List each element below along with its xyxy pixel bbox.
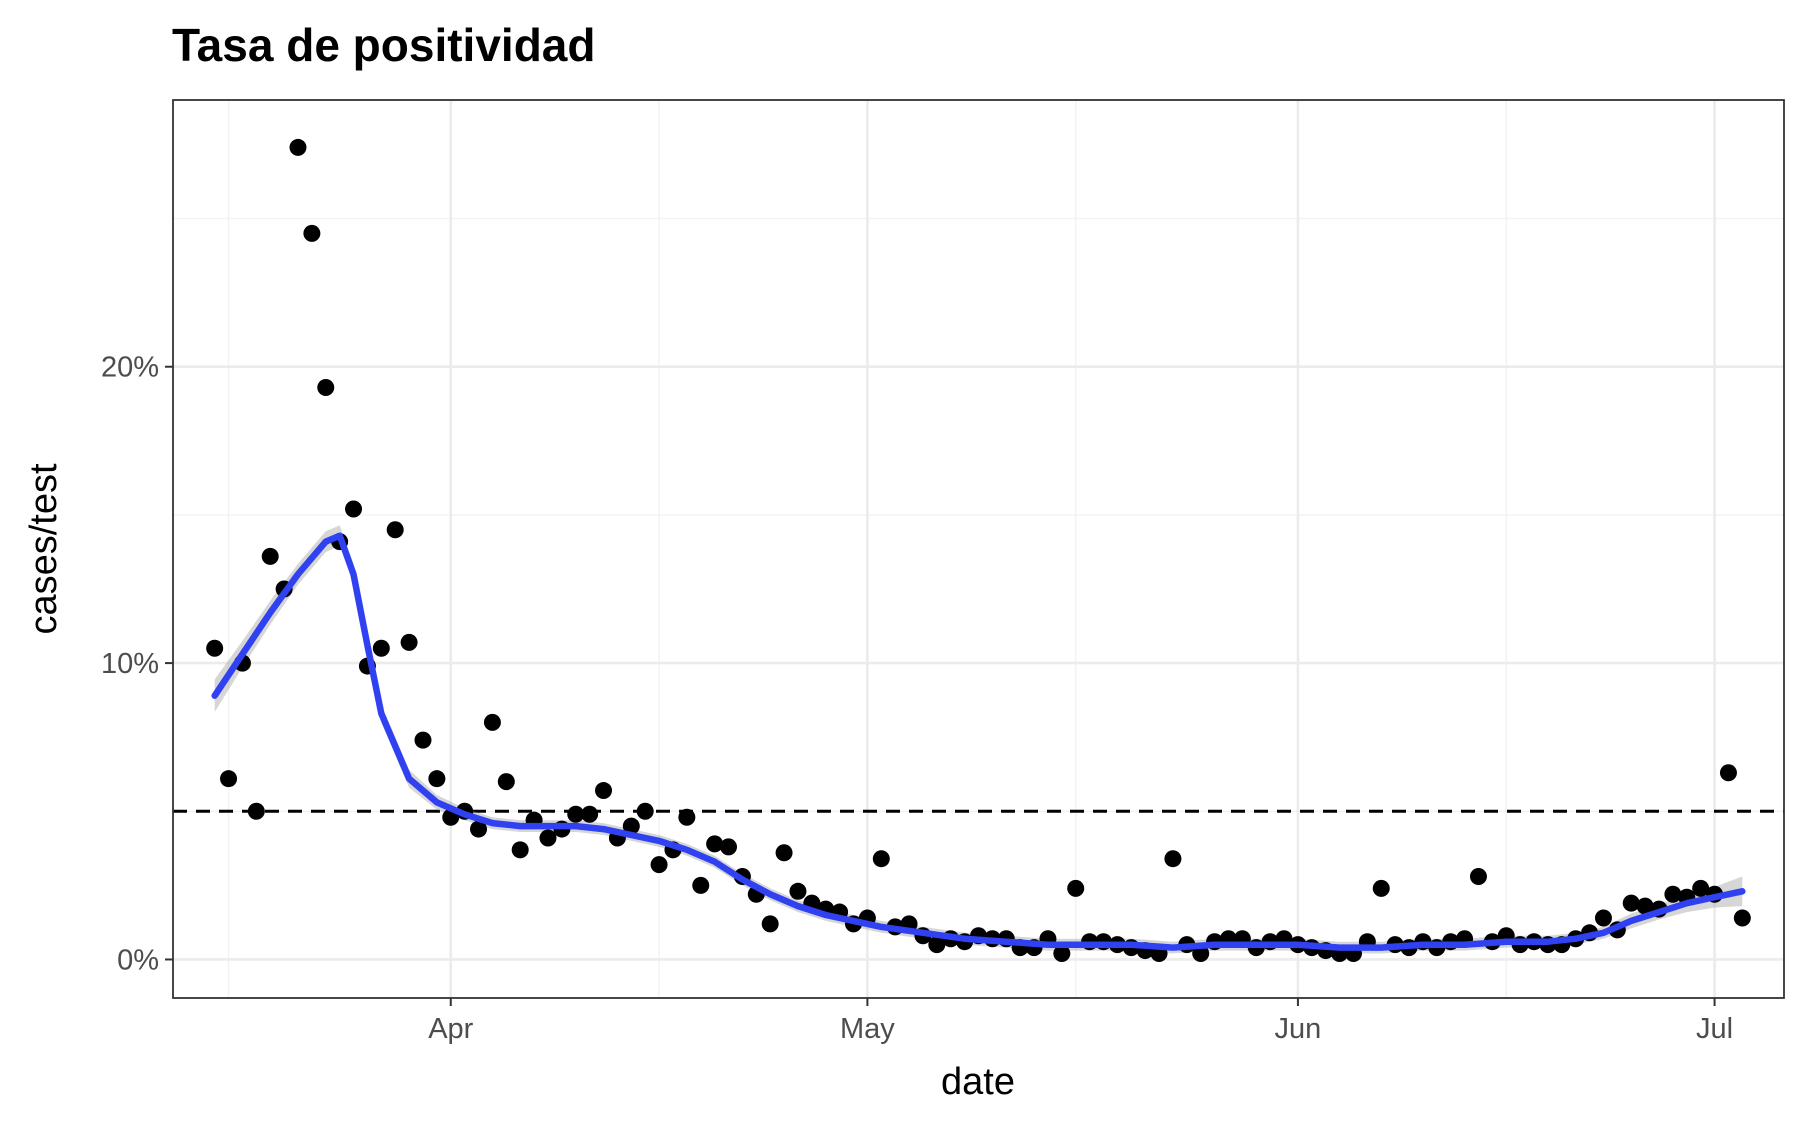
data-point — [595, 782, 612, 799]
data-point — [484, 714, 501, 731]
data-point — [720, 838, 737, 855]
chart-title: Tasa de positividad — [172, 19, 595, 71]
data-point — [873, 850, 890, 867]
smooth-trend-line — [215, 536, 1743, 948]
data-point — [1067, 880, 1084, 897]
x-tick-label: Apr — [428, 1013, 473, 1045]
y-tick-label: 0% — [117, 944, 159, 976]
y-tick-label: 20% — [101, 352, 159, 384]
data-point — [1734, 909, 1751, 926]
x-tick-label: Jul — [1696, 1013, 1733, 1045]
points-group — [206, 139, 1751, 962]
data-point — [345, 500, 362, 517]
data-point — [762, 915, 779, 932]
y-axis-title: cases/test — [23, 463, 65, 635]
data-point — [289, 139, 306, 156]
data-point — [414, 732, 431, 749]
data-point — [248, 803, 265, 820]
x-axis: Apr May Jun Jul — [428, 998, 1733, 1045]
data-point — [1470, 868, 1487, 885]
data-point — [776, 844, 793, 861]
x-axis-title: date — [941, 1061, 1015, 1103]
data-point — [401, 634, 418, 651]
grid — [173, 100, 1784, 998]
data-point — [692, 877, 709, 894]
data-point — [1373, 880, 1390, 897]
x-tick-label: Jun — [1275, 1013, 1322, 1045]
data-point — [303, 225, 320, 242]
data-point — [512, 841, 529, 858]
plot-panel — [173, 100, 1784, 998]
data-point — [678, 809, 695, 826]
data-point — [373, 640, 390, 657]
data-point — [637, 803, 654, 820]
data-point — [789, 883, 806, 900]
y-tick-label: 10% — [101, 648, 159, 680]
data-point — [651, 856, 668, 873]
data-point — [428, 770, 445, 787]
data-point — [206, 640, 223, 657]
data-point — [1164, 850, 1181, 867]
data-point — [1720, 764, 1737, 781]
data-point — [262, 548, 279, 565]
smooth-line-group — [215, 536, 1743, 948]
data-point — [220, 770, 237, 787]
data-point — [1595, 909, 1612, 926]
x-tick-label: May — [840, 1013, 895, 1045]
data-point — [498, 773, 515, 790]
data-point — [387, 521, 404, 538]
data-point — [317, 379, 334, 396]
confidence-band — [215, 525, 1743, 953]
data-point — [581, 806, 598, 823]
y-axis: 0% 10% 20% — [101, 352, 173, 977]
panel-border — [173, 100, 1784, 998]
confidence-band-group — [215, 525, 1743, 953]
